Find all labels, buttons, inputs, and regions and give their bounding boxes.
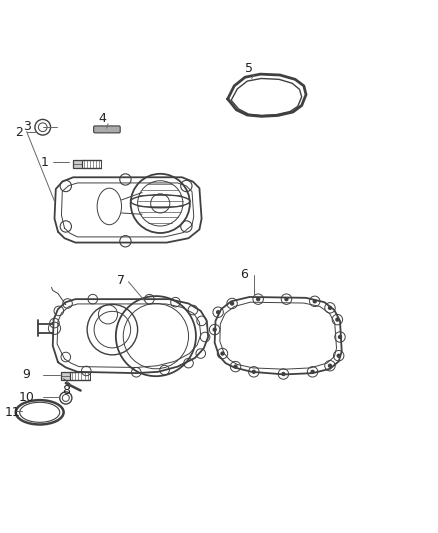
Circle shape [216, 310, 220, 314]
Circle shape [230, 301, 234, 305]
Text: 2: 2 [15, 126, 23, 139]
Circle shape [336, 353, 341, 358]
Circle shape [311, 370, 315, 374]
Circle shape [233, 365, 238, 369]
Circle shape [281, 372, 286, 376]
Text: 6: 6 [240, 268, 248, 281]
Circle shape [212, 327, 217, 332]
Circle shape [252, 370, 256, 374]
Text: 9: 9 [23, 368, 31, 381]
Text: 11: 11 [4, 406, 20, 419]
Text: 7: 7 [117, 274, 125, 287]
FancyBboxPatch shape [94, 126, 120, 133]
Text: 3: 3 [23, 120, 31, 133]
Text: 5: 5 [245, 61, 254, 75]
Text: 8: 8 [62, 384, 70, 397]
Circle shape [328, 364, 332, 368]
Text: 10: 10 [19, 391, 35, 403]
Circle shape [335, 318, 339, 322]
Circle shape [220, 351, 225, 356]
FancyBboxPatch shape [61, 372, 70, 380]
Circle shape [338, 335, 342, 339]
Circle shape [256, 297, 260, 301]
Circle shape [313, 299, 317, 303]
Circle shape [284, 297, 289, 301]
Text: 1: 1 [41, 156, 49, 168]
FancyBboxPatch shape [73, 160, 82, 168]
Circle shape [328, 305, 332, 310]
Text: 4: 4 [99, 112, 106, 125]
